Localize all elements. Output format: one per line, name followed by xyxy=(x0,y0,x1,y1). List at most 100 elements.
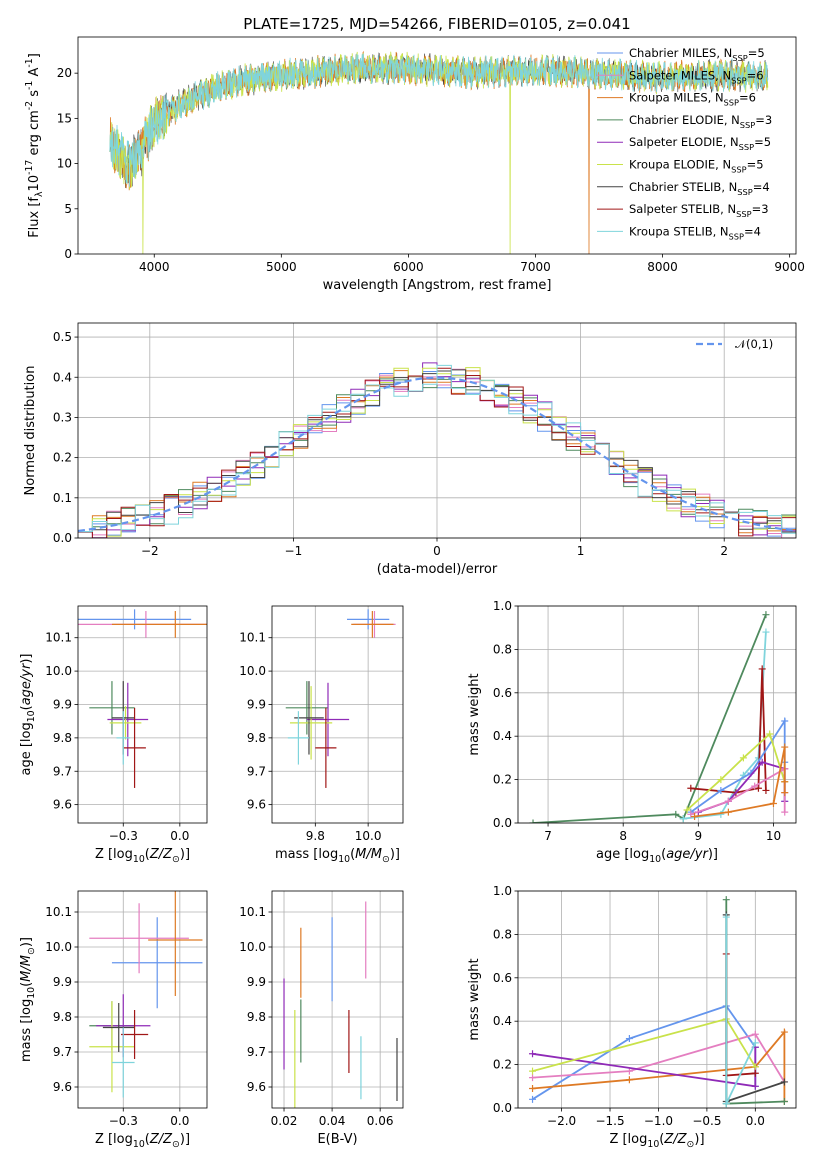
weight-marker-kroupa_elodie xyxy=(717,776,725,784)
plot-area-spectrum xyxy=(109,50,769,254)
weight-marker-kroupa_miles xyxy=(781,743,789,751)
weight-marker-chabrier_miles xyxy=(717,786,725,794)
y-tick-label: 0.4 xyxy=(493,1014,512,1028)
x-tick-label: 10.0 xyxy=(355,829,382,843)
y-tick-label: 10.1 xyxy=(45,905,72,919)
weight-marker-kroupa_miles xyxy=(691,812,699,820)
y-tick-label: 0.2 xyxy=(493,773,512,787)
weight-marker-kroupa_miles xyxy=(780,1028,788,1036)
y-tick-label: 9.7 xyxy=(53,1045,72,1059)
y-tick-label: 9.7 xyxy=(247,764,266,778)
weight-marker-salpeter_miles xyxy=(529,1074,537,1082)
y-tick-label: 9.9 xyxy=(53,697,72,711)
weight-marker-chabrier_miles xyxy=(781,717,789,725)
y-tick-label: 10.1 xyxy=(45,631,72,645)
figure-title: PLATE=1725, MJD=54266, FIBERID=0105, z=0… xyxy=(243,15,630,33)
plot-area-age_vs_mass xyxy=(285,609,396,788)
weight-marker-chabrier_elodie xyxy=(780,1097,788,1105)
x-tick-label: −1.0 xyxy=(644,1114,673,1128)
weight-marker-kroupa_stelib xyxy=(679,815,687,823)
plot-area-weight_vs_Z xyxy=(529,896,788,1108)
legend-label-chabrier_stelib: Chabrier STELIB, NSSP=4 xyxy=(629,180,770,197)
x-tick-label: −0.5 xyxy=(692,1114,721,1128)
y-tick-label: 10.1 xyxy=(239,631,266,645)
weight-marker-salpeter_stelib xyxy=(754,784,762,792)
weight-marker-chabrier_elodie xyxy=(722,896,730,904)
weight-line-salpeter_miles xyxy=(532,1033,786,1083)
x-tick-label: 2 xyxy=(720,544,728,558)
axes-frame xyxy=(77,605,208,824)
axes-residuals: −2 −1 0 1 2 0.0 0.1 0.2 0.3 0.4 0.5 (data-model)/er… xyxy=(23,322,797,577)
y-tick-label: 9.8 xyxy=(53,731,72,745)
y-tick-label: 0.1 xyxy=(53,491,72,505)
y-tick-label: 0.0 xyxy=(493,1101,512,1115)
x-tick-label: 7000 xyxy=(520,260,551,274)
y-tick-label: 0.0 xyxy=(493,816,512,830)
axes-frame xyxy=(77,322,797,539)
y-tick-label: 9.9 xyxy=(247,975,266,989)
y-tick-label: 0 xyxy=(64,247,72,261)
y-axis-label: Normed distribution xyxy=(23,366,38,496)
weight-marker-salpeter_miles xyxy=(687,810,695,818)
weight-marker-kroupa_stelib xyxy=(722,1100,730,1108)
x-tick-label: 10 xyxy=(766,829,781,843)
x-tick-label: 0.06 xyxy=(367,1114,394,1128)
x-tick-label: 0.0 xyxy=(170,1114,189,1128)
x-axis-label: Z [log10(Z/Z⊙)] xyxy=(95,1132,190,1150)
x-tick-label: 0.0 xyxy=(746,1114,765,1128)
x-tick-label: 5000 xyxy=(266,260,297,274)
y-tick-label: 15 xyxy=(57,111,72,125)
y-tick-label: 20 xyxy=(57,66,72,80)
x-tick-label: −0.3 xyxy=(109,1114,138,1128)
x-tick-label: −0.3 xyxy=(109,829,138,843)
x-tick-label: −1 xyxy=(285,544,303,558)
weight-marker-salpeter_miles xyxy=(751,782,759,790)
y-tick-label: 9.8 xyxy=(53,1010,72,1024)
y-tick-label: 9.7 xyxy=(53,764,72,778)
x-axis-label: Z [log10(Z/Z⊙)] xyxy=(95,847,190,865)
x-axis-label: mass [log10(M/M⊙)] xyxy=(275,847,400,865)
x-axis-label: E(B-V) xyxy=(317,1132,357,1147)
weight-marker-salpeter_miles xyxy=(724,797,732,805)
y-axis-label: Flux [fλ10-17 erg cm-2 s-1 A-1] xyxy=(24,53,45,238)
axes-weight_vs_age: 7 8 9 10 0.0 0.2 0.4 0.6 0.8 1.0 age [log10(age/yr… xyxy=(467,599,797,865)
axes-mass_vs_Z: −0.3 0.0 9.6 9.7 9.8 9.9 10.0 10.1 Z [log10(Z/Z⊙… xyxy=(19,890,208,1150)
weight-line-salpeter_stelib xyxy=(725,953,756,1077)
x-tick-label: 4000 xyxy=(139,260,170,274)
y-tick-label: 0.2 xyxy=(53,451,72,465)
weight-marker-kroupa_elodie xyxy=(766,730,774,738)
x-axis-label: Z [log10(Z/Z⊙)] xyxy=(609,1132,704,1150)
x-tick-label: 0 xyxy=(433,544,441,558)
plot-area-mass_vs_Z xyxy=(89,891,203,1098)
legend-label-kroupa_elodie: Kroupa ELODIE, NSSP=5 xyxy=(629,158,764,175)
weight-marker-kroupa_miles xyxy=(724,808,732,816)
x-tick-label: 7 xyxy=(544,829,552,843)
legend-label-salpeter_stelib: Salpeter STELIB, NSSP=3 xyxy=(629,202,769,219)
y-tick-label: 0.8 xyxy=(493,642,512,656)
axes-age_vs_mass: 9.8 10.0 9.6 9.7 9.8 9.9 10.0 10.1 mass [log10(M… xyxy=(239,605,404,865)
weight-marker-kroupa_elodie xyxy=(751,1063,759,1071)
axes-spectrum: 4000 5000 6000 7000 8000 9000 0 5 10 15 20 waveleng… xyxy=(24,36,805,293)
weight-marker-salpeter_stelib xyxy=(762,786,770,794)
y-tick-label: 1.0 xyxy=(493,884,512,898)
normal-curve xyxy=(78,376,794,533)
y-tick-label: 10.1 xyxy=(239,905,266,919)
y-tick-label: 9.7 xyxy=(247,1045,266,1059)
weight-marker-chabrier_miles xyxy=(529,1095,537,1103)
y-tick-label: 10.0 xyxy=(239,664,266,678)
y-tick-label: 1.0 xyxy=(493,599,512,613)
x-tick-label: 6000 xyxy=(393,260,424,274)
y-tick-label: 0.6 xyxy=(493,686,512,700)
y-axis-label: mass weight xyxy=(467,958,482,1040)
weight-marker-salpeter_miles xyxy=(781,808,789,816)
legend-label-kroupa_miles: Kroupa MILES, NSSP=6 xyxy=(629,91,756,108)
x-tick-label: −2.0 xyxy=(547,1114,576,1128)
weight-marker-chabrier_elodie xyxy=(762,611,770,619)
y-tick-label: 0.0 xyxy=(53,531,72,545)
x-tick-label: −1.5 xyxy=(595,1114,624,1128)
weight-marker-kroupa_miles xyxy=(781,778,789,786)
x-tick-label: 9.8 xyxy=(306,829,325,843)
legend-label-salpeter_elodie: Salpeter ELODIE, NSSP=5 xyxy=(629,135,771,152)
x-tick-label: −2 xyxy=(141,544,159,558)
